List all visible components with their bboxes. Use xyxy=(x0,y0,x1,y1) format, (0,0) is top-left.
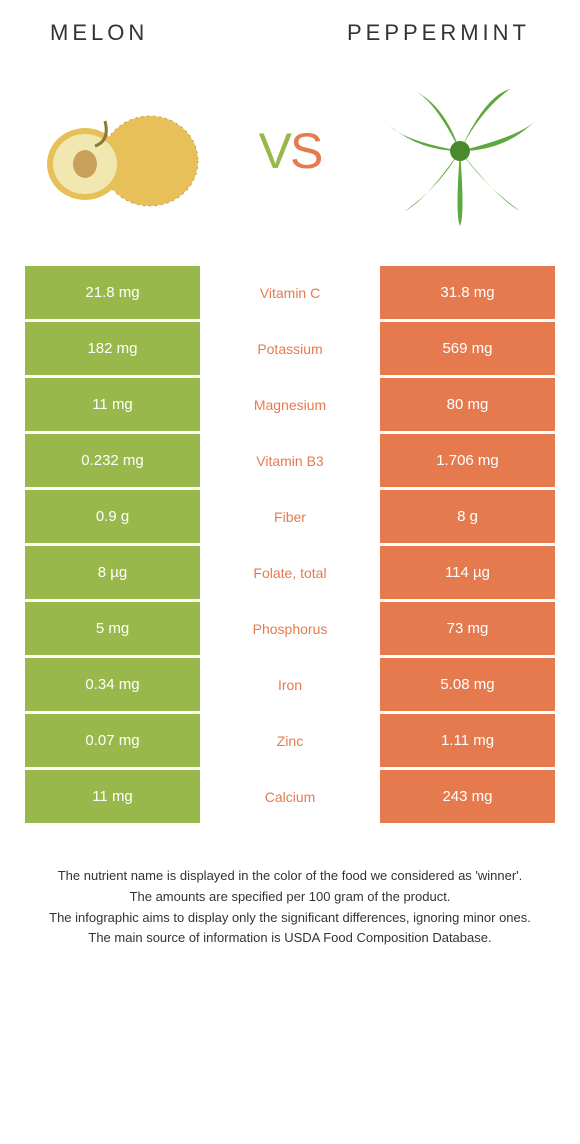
nutrient-value-left: 182 mg xyxy=(25,322,200,375)
nutrient-name: Vitamin B3 xyxy=(200,434,380,487)
footer-line-1: The nutrient name is displayed in the co… xyxy=(30,866,550,887)
nutrient-name: Fiber xyxy=(200,490,380,543)
nutrient-value-right: 31.8 mg xyxy=(380,266,555,319)
footer-line-2: The amounts are specified per 100 gram o… xyxy=(30,887,550,908)
nutrient-value-right: 8 g xyxy=(380,490,555,543)
nutrient-row: 182 mgPotassium569 mg xyxy=(25,322,555,375)
footer-notes: The nutrient name is displayed in the co… xyxy=(0,826,580,969)
nutrient-value-left: 0.9 g xyxy=(25,490,200,543)
nutrient-name: Vitamin C xyxy=(200,266,380,319)
nutrient-name: Potassium xyxy=(200,322,380,375)
nutrient-row: 21.8 mgVitamin C31.8 mg xyxy=(25,266,555,319)
imagery-row: VS xyxy=(0,66,580,236)
nutrient-row: 0.232 mgVitamin B31.706 mg xyxy=(25,434,555,487)
nutrient-name: Magnesium xyxy=(200,378,380,431)
footer-line-4: The main source of information is USDA F… xyxy=(30,928,550,949)
nutrient-value-left: 8 µg xyxy=(25,546,200,599)
nutrient-value-left: 0.232 mg xyxy=(25,434,200,487)
nutrient-name: Phosphorus xyxy=(200,602,380,655)
vs-v: V xyxy=(259,123,290,179)
vs-s: S xyxy=(290,123,321,179)
nutrient-row: 8 µgFolate, total114 µg xyxy=(25,546,555,599)
nutrient-value-right: 1.11 mg xyxy=(380,714,555,767)
nutrient-name: Folate, total xyxy=(200,546,380,599)
footer-line-3: The infographic aims to display only the… xyxy=(30,908,550,929)
nutrient-value-right: 243 mg xyxy=(380,770,555,823)
nutrient-value-right: 5.08 mg xyxy=(380,658,555,711)
nutrient-value-right: 80 mg xyxy=(380,378,555,431)
nutrient-row: 11 mgMagnesium80 mg xyxy=(25,378,555,431)
nutrient-table: 21.8 mgVitamin C31.8 mg182 mgPotassium56… xyxy=(0,266,580,823)
nutrient-value-right: 114 µg xyxy=(380,546,555,599)
nutrient-name: Calcium xyxy=(200,770,380,823)
nutrient-row: 0.34 mgIron5.08 mg xyxy=(25,658,555,711)
header: MELON PEPPERMINT xyxy=(0,20,580,46)
nutrient-value-right: 1.706 mg xyxy=(380,434,555,487)
nutrient-value-left: 11 mg xyxy=(25,378,200,431)
nutrient-row: 0.9 gFiber8 g xyxy=(25,490,555,543)
nutrient-row: 11 mgCalcium243 mg xyxy=(25,770,555,823)
nutrient-row: 0.07 mgZinc1.11 mg xyxy=(25,714,555,767)
nutrient-value-left: 5 mg xyxy=(25,602,200,655)
header-title-left: MELON xyxy=(50,20,148,46)
nutrient-value-left: 21.8 mg xyxy=(25,266,200,319)
nutrient-value-left: 0.34 mg xyxy=(25,658,200,711)
peppermint-image xyxy=(375,66,545,236)
nutrient-name: Iron xyxy=(200,658,380,711)
nutrient-value-right: 73 mg xyxy=(380,602,555,655)
nutrient-value-left: 0.07 mg xyxy=(25,714,200,767)
nutrient-value-left: 11 mg xyxy=(25,770,200,823)
nutrient-row: 5 mgPhosphorus73 mg xyxy=(25,602,555,655)
nutrient-value-right: 569 mg xyxy=(380,322,555,375)
melon-image xyxy=(35,66,205,236)
header-title-right: PEPPERMINT xyxy=(347,20,530,46)
comparison-infographic: MELON PEPPERMINT VS xyxy=(0,0,580,989)
vs-label: VS xyxy=(259,122,322,180)
nutrient-name: Zinc xyxy=(200,714,380,767)
